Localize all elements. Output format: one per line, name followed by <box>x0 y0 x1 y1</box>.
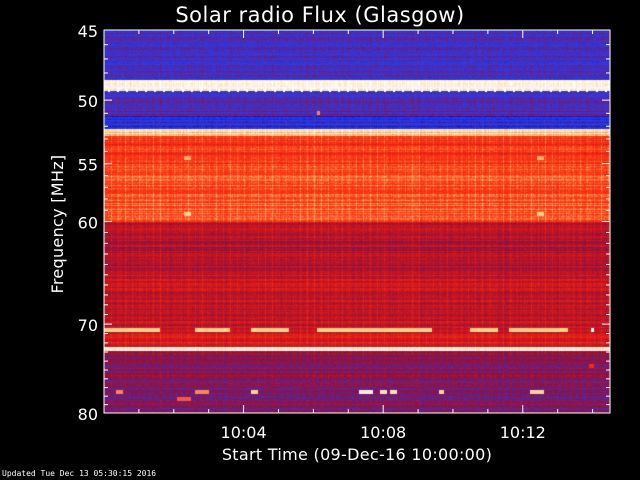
y-axis-label: Frequency [MHz] <box>48 154 67 294</box>
chart-title: Solar radio Flux (Glasgow) <box>175 3 465 27</box>
updated-timestamp: Updated Tue Dec 13 05:30:15 2016 <box>2 469 157 478</box>
x-tick-label: 10:08 <box>360 423 406 442</box>
y-tick-label: 60 <box>78 214 98 233</box>
y-tick-label: 45 <box>78 22 98 41</box>
y-tick-label: 55 <box>78 156 98 175</box>
x-tick-label: 10:04 <box>221 423 267 442</box>
x-tick-label: 10:12 <box>500 423 546 442</box>
x-axis-label: Start Time (09-Dec-16 10:00:00) <box>221 445 493 464</box>
plot-frame <box>103 29 611 414</box>
y-tick-label: 80 <box>78 405 98 424</box>
y-tick-label: 70 <box>78 316 98 335</box>
y-tick-label: 50 <box>78 92 98 111</box>
